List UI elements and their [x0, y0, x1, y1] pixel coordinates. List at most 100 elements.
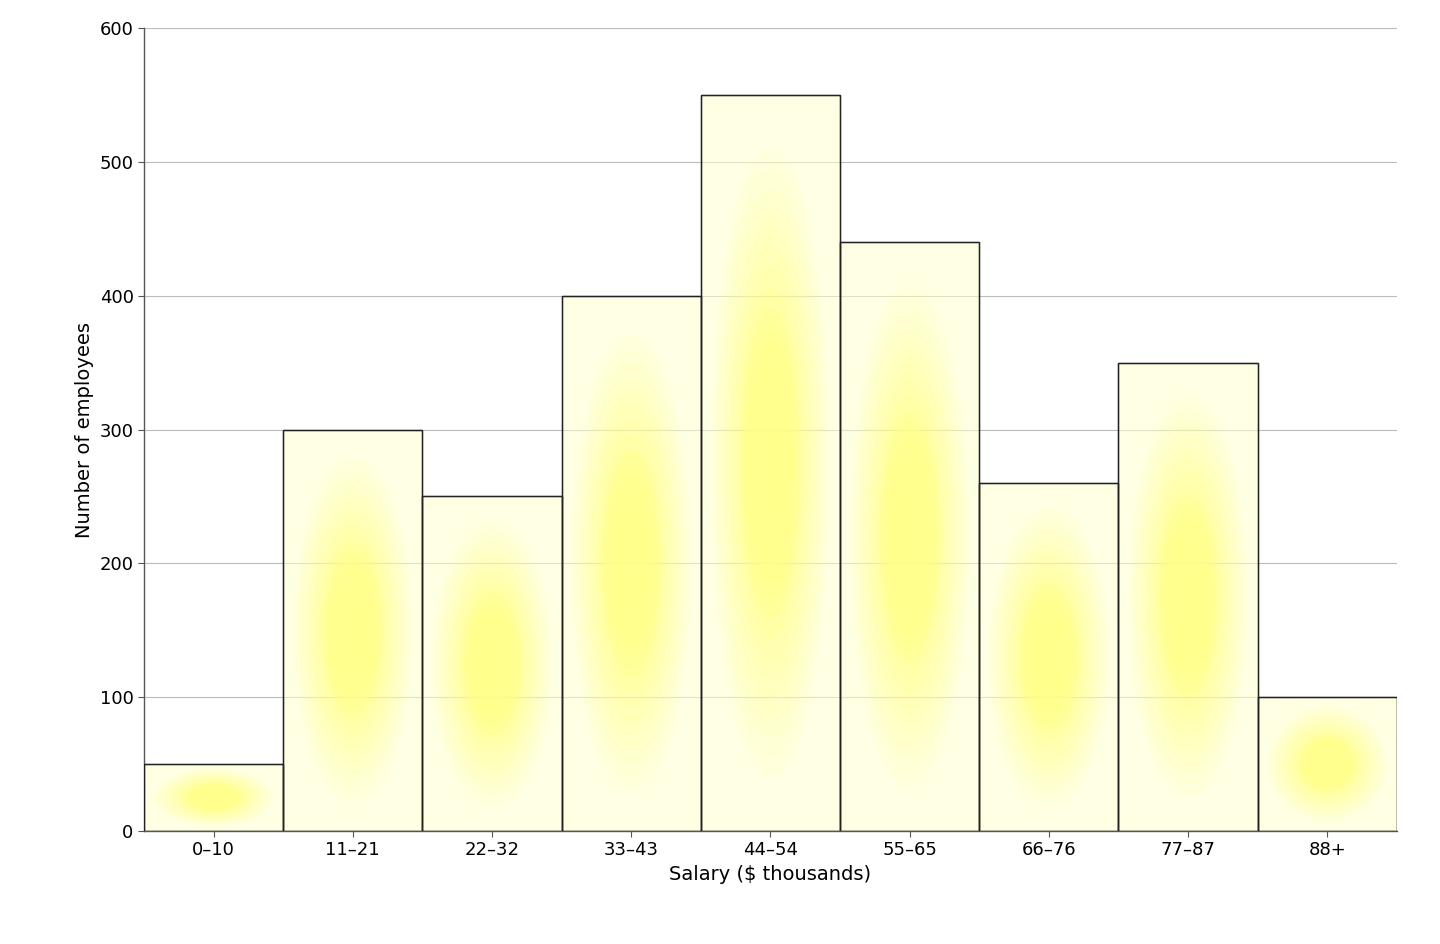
Ellipse shape — [743, 317, 798, 609]
Ellipse shape — [187, 784, 239, 810]
Ellipse shape — [433, 521, 552, 805]
Ellipse shape — [180, 782, 246, 814]
Ellipse shape — [488, 655, 495, 672]
Ellipse shape — [1308, 745, 1348, 784]
Ellipse shape — [1038, 629, 1060, 684]
Ellipse shape — [619, 515, 644, 612]
Ellipse shape — [202, 791, 226, 803]
Ellipse shape — [333, 572, 373, 688]
Ellipse shape — [1015, 574, 1081, 740]
Ellipse shape — [602, 450, 661, 677]
Ellipse shape — [1174, 548, 1202, 645]
Ellipse shape — [612, 492, 649, 634]
Ellipse shape — [572, 336, 690, 791]
Ellipse shape — [744, 328, 796, 598]
Ellipse shape — [880, 412, 939, 661]
Ellipse shape — [154, 768, 272, 826]
Ellipse shape — [588, 393, 675, 733]
Ellipse shape — [1297, 735, 1356, 792]
Ellipse shape — [1286, 725, 1368, 803]
Ellipse shape — [1164, 516, 1212, 677]
Ellipse shape — [749, 346, 792, 581]
Ellipse shape — [451, 565, 533, 761]
Ellipse shape — [1129, 397, 1247, 796]
Ellipse shape — [1290, 729, 1364, 800]
Ellipse shape — [338, 587, 367, 673]
Ellipse shape — [1148, 460, 1228, 733]
Ellipse shape — [756, 385, 785, 541]
Ellipse shape — [886, 436, 933, 637]
Ellipse shape — [906, 521, 913, 552]
Ellipse shape — [477, 628, 507, 700]
Ellipse shape — [297, 470, 409, 790]
Ellipse shape — [1323, 760, 1331, 767]
Ellipse shape — [1031, 612, 1067, 702]
Ellipse shape — [628, 549, 635, 578]
Ellipse shape — [1143, 447, 1233, 746]
Ellipse shape — [210, 796, 217, 799]
Bar — [422, 497, 562, 831]
Ellipse shape — [475, 624, 508, 702]
Bar — [1257, 697, 1397, 831]
Ellipse shape — [1300, 737, 1355, 790]
Ellipse shape — [605, 464, 657, 662]
Ellipse shape — [740, 307, 801, 619]
Ellipse shape — [328, 562, 377, 699]
Ellipse shape — [711, 150, 829, 776]
Ellipse shape — [341, 598, 364, 662]
Ellipse shape — [194, 788, 232, 806]
Ellipse shape — [854, 302, 965, 771]
Ellipse shape — [459, 583, 526, 744]
Ellipse shape — [598, 435, 664, 691]
Ellipse shape — [315, 524, 390, 736]
Ellipse shape — [206, 794, 220, 801]
Ellipse shape — [595, 421, 668, 705]
Ellipse shape — [1034, 621, 1063, 693]
Ellipse shape — [996, 528, 1100, 786]
Ellipse shape — [887, 443, 932, 631]
Ellipse shape — [1162, 511, 1214, 683]
Ellipse shape — [576, 350, 687, 776]
Ellipse shape — [890, 452, 930, 621]
Ellipse shape — [465, 598, 520, 730]
Bar — [144, 764, 284, 831]
Ellipse shape — [184, 784, 243, 812]
Ellipse shape — [1132, 411, 1244, 784]
Ellipse shape — [865, 349, 953, 724]
Ellipse shape — [1020, 583, 1079, 731]
Ellipse shape — [340, 594, 366, 666]
Ellipse shape — [1316, 753, 1338, 774]
Ellipse shape — [469, 611, 514, 716]
Ellipse shape — [462, 593, 521, 734]
Ellipse shape — [327, 555, 379, 705]
Ellipse shape — [467, 602, 518, 725]
Ellipse shape — [444, 548, 540, 779]
Ellipse shape — [894, 474, 924, 599]
Ellipse shape — [1032, 616, 1066, 698]
Ellipse shape — [757, 396, 783, 530]
Ellipse shape — [474, 619, 511, 708]
Ellipse shape — [472, 615, 513, 712]
Ellipse shape — [1161, 504, 1215, 689]
Ellipse shape — [994, 518, 1104, 796]
Ellipse shape — [1303, 741, 1351, 786]
Ellipse shape — [1034, 620, 1064, 694]
Ellipse shape — [1155, 485, 1221, 709]
Ellipse shape — [161, 772, 265, 822]
Ellipse shape — [868, 364, 950, 708]
Ellipse shape — [609, 478, 654, 649]
Ellipse shape — [726, 228, 815, 698]
Ellipse shape — [1276, 714, 1380, 814]
Ellipse shape — [1168, 530, 1208, 664]
Ellipse shape — [1027, 602, 1071, 712]
Ellipse shape — [301, 480, 405, 780]
Ellipse shape — [1020, 583, 1079, 731]
Ellipse shape — [462, 593, 521, 734]
Ellipse shape — [199, 790, 229, 804]
Ellipse shape — [1162, 510, 1214, 683]
Ellipse shape — [1012, 565, 1086, 750]
Ellipse shape — [203, 792, 225, 802]
Ellipse shape — [733, 267, 808, 658]
Ellipse shape — [192, 786, 236, 808]
Ellipse shape — [893, 467, 926, 605]
